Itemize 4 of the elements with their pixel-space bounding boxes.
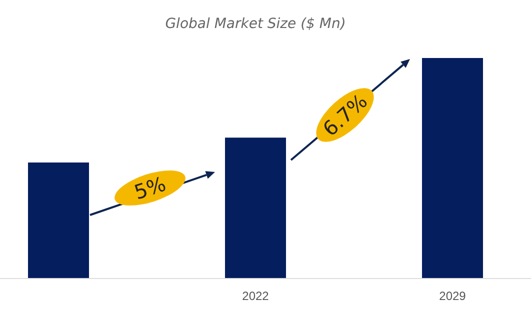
- x-tick-label: 2029: [439, 289, 466, 303]
- annotation: 5%: [131, 172, 169, 204]
- chart-title: Global Market Size ($ Mn): [165, 16, 346, 32]
- x-tick-label: 2022: [242, 289, 270, 303]
